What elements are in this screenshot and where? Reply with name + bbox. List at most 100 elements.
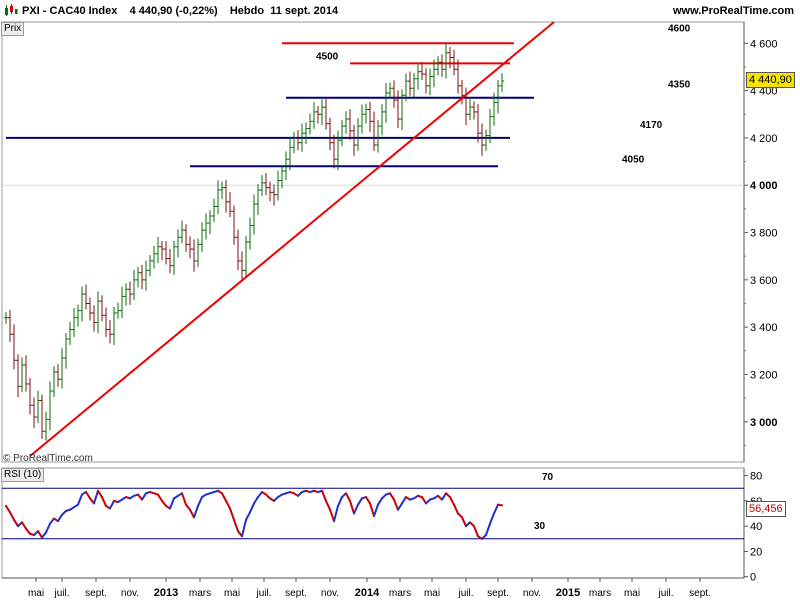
price-bar [324,97,328,130]
x-tick-label: nov. [321,588,339,599]
rsi-y-tick-label: 20 [750,546,762,558]
price-bar [468,97,472,121]
rsi-segment [485,522,491,537]
rsi-segment [85,491,91,500]
rsi-segment [41,531,47,539]
price-bar [316,105,320,124]
rsi-segment [357,497,363,506]
price-bar [408,71,412,96]
price-bar [172,240,176,275]
x-tick-label: 2015 [556,587,580,599]
price-y-tick-label: 3 800 [750,228,778,240]
price-bar [244,236,248,277]
rsi-y-tick-label: 80 [750,471,762,483]
x-tick-label: mai [624,588,640,599]
x-tick-label: juil. [255,588,271,599]
rsi-segment [389,492,395,501]
price-y-tick-label: 4 000 [750,180,778,192]
x-tick-label: sept. [85,588,107,599]
rsi-segment [221,492,227,502]
rsi-segment [137,493,143,501]
price-y-tick-label: 3 600 [750,275,778,287]
price-panel-frame [1,21,745,463]
rsi-segment [401,496,407,505]
price-bar [188,236,192,259]
price-bar [300,123,304,152]
price-bar [384,83,388,123]
level-4170-label: 4170 [640,120,663,131]
rsi-y-tick-label: 40 [750,521,762,533]
price-bar [352,124,356,156]
rsi-segment [9,511,15,521]
price-bar [452,49,456,76]
price-bar [148,255,152,277]
rsi-segment [169,497,175,510]
price-bar [264,173,268,196]
price-bar [484,129,488,151]
rsi-segment [421,496,427,505]
price-bar [260,175,264,196]
rsi-level-30-label: 30 [534,521,546,532]
rsi-segment [245,511,251,521]
rsi-segment [77,493,83,506]
x-tick-label: juil. [53,588,69,599]
rsi-segment [93,489,99,505]
price-bar [412,72,416,98]
price-bar [24,355,28,392]
price-bar [184,224,188,252]
x-tick-label: 2014 [355,587,380,599]
x-tick-label: juil. [657,588,673,599]
price-bar [284,151,288,181]
price-bar [444,43,448,79]
rsi-segment [333,504,339,523]
price-bar [104,307,108,338]
rsi-segment [393,498,399,511]
price-bar [500,73,504,92]
price-bar [256,184,260,216]
price-y-tick-label: 3 400 [750,322,778,334]
price-bar [40,394,44,439]
rsi-segment [37,530,43,539]
price-bar [480,123,484,156]
level-4050-label: 4050 [622,154,645,165]
price-bar [296,130,300,151]
rsi-segment [233,518,239,533]
price-bar [340,120,344,147]
price-bar [220,181,224,200]
x-tick-label: mars [389,588,411,599]
price-bar [44,411,48,441]
price-bar [228,192,232,218]
rsi-segment [225,499,231,510]
rsi-segment [473,525,479,538]
price-bar [20,357,24,393]
level-4600-label: 4600 [668,23,691,34]
price-bar [376,120,380,153]
price-bar [180,220,184,244]
rsi-segment [5,504,11,514]
site-url[interactable]: www.ProRealTime.com [672,5,794,17]
price-bar [204,213,208,240]
price-bar [144,260,148,291]
rsi-segment [229,507,235,521]
x-tick-label: mai [28,588,44,599]
price-bar [128,281,132,305]
rsi-segment [461,516,467,528]
price-bar [64,333,68,369]
rsi-segment [193,504,199,519]
price-y-tick-label: 4 400 [750,86,778,98]
price-bar [100,295,104,322]
candlestick-app-icon [5,4,18,16]
price-bar [72,308,76,338]
level-4350-label: 4350 [668,80,691,91]
rsi-segment [101,496,107,507]
price-bar [192,239,196,272]
rsi-segment [141,492,147,501]
price-bar [168,248,172,274]
price-bar [8,309,12,342]
x-tick-label: mai [224,588,240,599]
price-bar [368,101,372,133]
price-bar [404,73,408,102]
x-tick-label: juil. [457,588,473,599]
price-bar [252,194,256,235]
